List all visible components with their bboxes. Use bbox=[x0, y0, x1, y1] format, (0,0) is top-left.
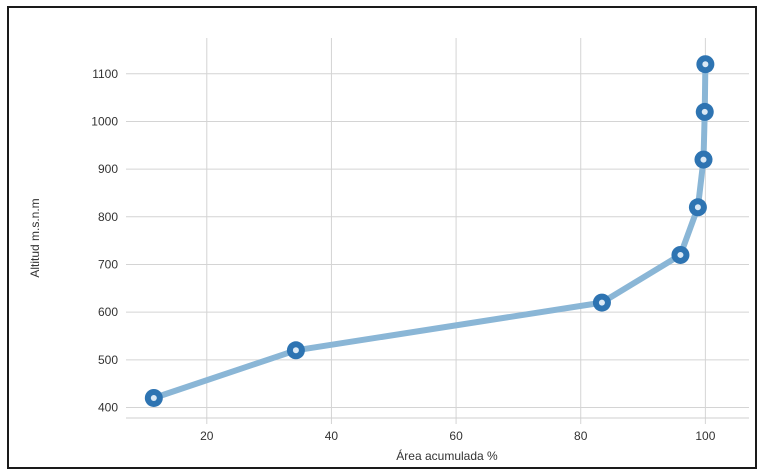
x-tick-label: 80 bbox=[574, 429, 588, 443]
y-tick-label: 800 bbox=[98, 210, 118, 224]
chart-frame: 20 40 60 80 100 400 500 600 700 800 900 1000 1100 Á… bbox=[7, 6, 757, 469]
x-tick-label: 100 bbox=[695, 429, 715, 443]
data-point-center bbox=[694, 204, 701, 211]
data-point-center bbox=[292, 347, 299, 354]
y-tick-label: 1100 bbox=[92, 67, 118, 81]
data-point-center bbox=[150, 394, 157, 401]
y-tick-label: 500 bbox=[98, 353, 118, 367]
x-tick-label: 40 bbox=[325, 429, 339, 443]
y-tick-label: 900 bbox=[98, 162, 118, 176]
x-axis-title: Área acumulada % bbox=[396, 448, 498, 463]
series-line bbox=[150, 61, 709, 401]
series bbox=[144, 55, 715, 407]
data-point-center bbox=[702, 61, 709, 68]
data-point-center bbox=[700, 156, 707, 163]
x-tick-label: 60 bbox=[449, 429, 463, 443]
line-chart: 20 40 60 80 100 400 500 600 700 800 900 1000 1100 Á… bbox=[28, 38, 749, 463]
y-tick-label: 1000 bbox=[91, 114, 118, 128]
data-point-center bbox=[701, 108, 708, 115]
x-tick-label: 20 bbox=[200, 429, 214, 443]
y-tick-label: 600 bbox=[98, 305, 118, 319]
y-axis-ticks: 400 500 600 700 800 900 1000 1100 bbox=[91, 67, 118, 415]
data-point-center bbox=[598, 299, 605, 306]
grid bbox=[126, 38, 749, 424]
data-point-center bbox=[677, 251, 684, 258]
x-axis-ticks: 20 40 60 80 100 bbox=[200, 429, 716, 443]
y-tick-label: 700 bbox=[98, 257, 118, 271]
y-tick-label: 400 bbox=[98, 401, 118, 415]
y-axis-title: Altitud m.s.n.m bbox=[28, 198, 42, 277]
